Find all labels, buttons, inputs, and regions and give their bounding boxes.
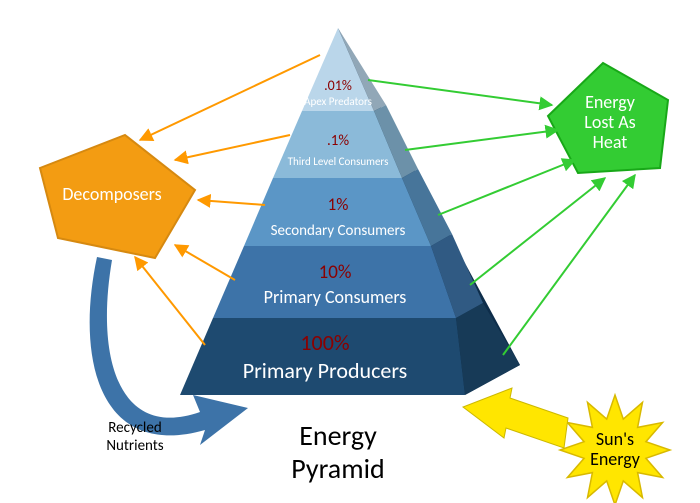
level-0-percent: .01% — [324, 77, 352, 94]
decomposers-shape: Decomposers — [40, 135, 195, 258]
level-0-label: Apex Predators — [304, 95, 372, 108]
heat-line3: Heat — [593, 131, 628, 153]
recycled-line2: Nutrients — [106, 437, 163, 455]
title-line1: Energy — [299, 418, 377, 453]
level-2-label: Secondary Consumers — [271, 222, 406, 240]
title-line2: Pyramid — [291, 451, 384, 486]
arrow-apex-to-decomp — [140, 55, 320, 140]
sun-arrow — [463, 388, 568, 448]
level-4-label: Primary Producers — [243, 357, 407, 384]
recycled-line1: Recycled — [108, 419, 161, 437]
sun-arrow-shape — [463, 388, 568, 448]
level-3-label: Primary Consumers — [264, 286, 407, 308]
arrow-prod-to-decomp — [135, 257, 205, 345]
level-1-percent: .1% — [327, 132, 349, 150]
level-3-percent: 10% — [319, 261, 352, 284]
level-4-side — [456, 303, 520, 395]
sun-shape: Sun's Energy — [560, 395, 670, 503]
arrow-apex-to-heat — [368, 80, 552, 105]
arrow-second-to-heat — [438, 160, 575, 215]
sun-line1: Sun's — [596, 428, 634, 450]
arrow-third-to-heat — [405, 130, 558, 150]
sun-line2: Energy — [590, 448, 641, 470]
heat-shape: Energy Lost As Heat — [548, 63, 668, 173]
level-2-percent: 1% — [328, 194, 349, 215]
decomposers-label: Decomposers — [62, 183, 161, 205]
heat-line2: Lost As — [584, 111, 635, 133]
level-1-label: Third Level Consumers — [288, 155, 389, 168]
arrow-prim-to-decomp — [175, 245, 235, 280]
heat-line1: Energy — [585, 91, 636, 113]
energy-pyramid-diagram: .01% Apex Predators .1% Third Level Cons… — [0, 0, 700, 503]
arrow-prod-to-heat — [503, 175, 635, 355]
arrow-third-to-decomp — [175, 135, 290, 160]
arrow-second-to-decomp — [198, 200, 265, 205]
level-4-percent: 100% — [300, 329, 349, 356]
pyramid: .01% Apex Predators .1% Third Level Cons… — [180, 28, 520, 395]
